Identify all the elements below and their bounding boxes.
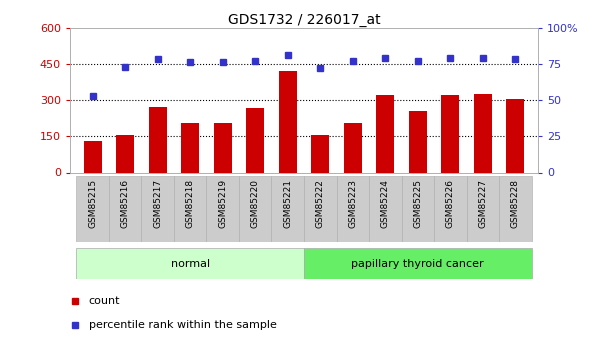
Bar xyxy=(109,176,142,242)
Text: GSM85225: GSM85225 xyxy=(413,179,423,228)
Bar xyxy=(116,135,134,172)
Bar xyxy=(142,176,174,242)
Bar xyxy=(304,248,531,279)
Bar xyxy=(499,176,531,242)
Text: GSM85227: GSM85227 xyxy=(478,179,487,228)
Bar xyxy=(336,176,369,242)
Text: GSM85217: GSM85217 xyxy=(153,179,162,228)
Text: GSM85223: GSM85223 xyxy=(348,179,358,228)
Bar xyxy=(84,141,102,172)
Bar xyxy=(434,176,466,242)
Bar xyxy=(272,176,304,242)
Bar xyxy=(311,135,329,172)
Bar xyxy=(181,123,199,172)
Text: GSM85224: GSM85224 xyxy=(381,179,390,228)
Bar xyxy=(77,176,109,242)
Text: GSM85218: GSM85218 xyxy=(185,179,195,228)
Bar xyxy=(214,123,232,172)
Bar xyxy=(77,248,304,279)
Bar xyxy=(344,123,362,172)
Text: GSM85220: GSM85220 xyxy=(250,179,260,228)
Bar xyxy=(207,176,239,242)
Text: GSM85215: GSM85215 xyxy=(88,179,97,228)
Bar xyxy=(369,176,401,242)
Text: GSM85222: GSM85222 xyxy=(316,179,325,228)
Text: count: count xyxy=(89,296,120,306)
Bar xyxy=(401,176,434,242)
Bar xyxy=(506,99,524,172)
Title: GDS1732 / 226017_at: GDS1732 / 226017_at xyxy=(227,12,381,27)
Text: GSM85216: GSM85216 xyxy=(121,179,130,228)
Bar xyxy=(149,107,167,172)
Bar xyxy=(376,95,394,172)
Text: GSM85219: GSM85219 xyxy=(218,179,227,228)
Text: normal: normal xyxy=(171,259,210,269)
Bar xyxy=(409,111,427,172)
Text: papillary thyroid cancer: papillary thyroid cancer xyxy=(351,259,484,269)
Bar xyxy=(279,71,297,172)
Text: percentile rank within the sample: percentile rank within the sample xyxy=(89,320,277,330)
Bar xyxy=(304,176,336,242)
Bar xyxy=(174,176,207,242)
Bar xyxy=(246,108,264,172)
Text: GSM85226: GSM85226 xyxy=(446,179,455,228)
Bar xyxy=(441,95,459,172)
Bar xyxy=(239,176,272,242)
Bar xyxy=(466,176,499,242)
Bar xyxy=(474,94,492,172)
Text: GSM85221: GSM85221 xyxy=(283,179,292,228)
Text: GSM85228: GSM85228 xyxy=(511,179,520,228)
